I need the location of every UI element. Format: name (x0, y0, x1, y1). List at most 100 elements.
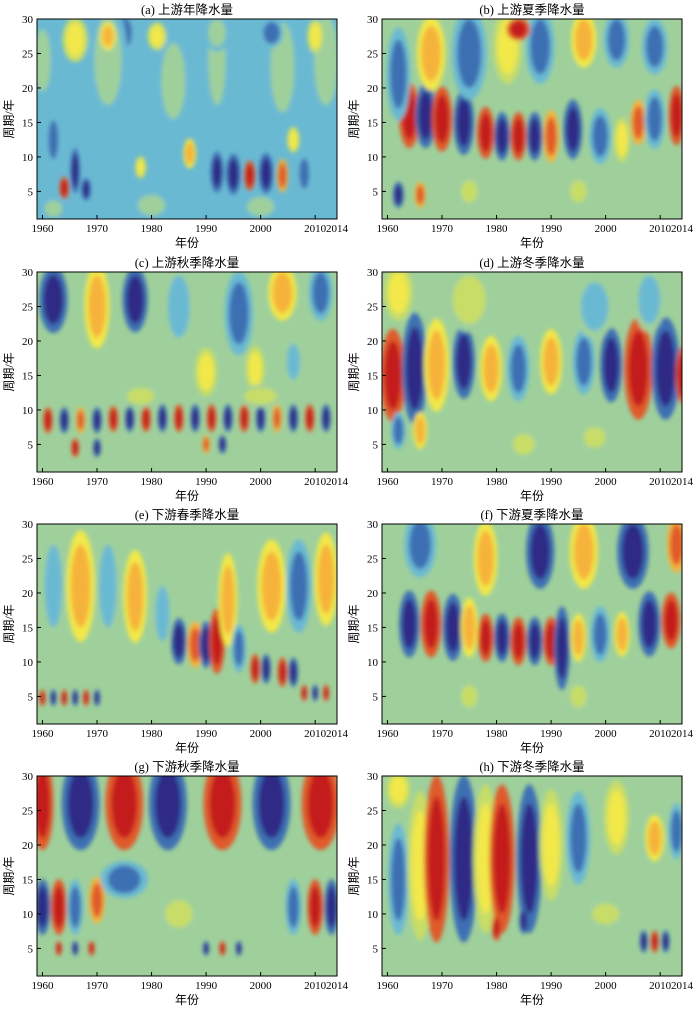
contour-core (91, 882, 103, 918)
y-tick-label: 5 (28, 186, 34, 198)
y-tick-label: 30 (367, 771, 379, 783)
x-tick-label: 1970 (431, 476, 454, 488)
contour-core (641, 933, 647, 950)
contour-core (229, 282, 249, 345)
y-axis-label: 周期/年 (347, 352, 361, 391)
contour-core (88, 275, 106, 338)
x-axis-label: 年份 (175, 741, 199, 755)
contour-core (127, 561, 144, 631)
contour-core (83, 691, 89, 704)
contour-core (496, 619, 508, 656)
contour-core (632, 105, 644, 139)
contour-core (647, 96, 662, 142)
contour-core (236, 942, 241, 954)
y-axis-label: 周期/年 (2, 604, 16, 643)
contour-core (245, 164, 254, 187)
contour-core (607, 19, 626, 61)
contour-core (570, 180, 587, 203)
y-axis-label: 周期/年 (347, 99, 361, 138)
contour-core (286, 343, 300, 380)
contour-core (189, 627, 201, 662)
x-tick-label: 1980 (486, 476, 509, 488)
contour-core (445, 602, 460, 653)
y-tick-label: 5 (373, 943, 379, 955)
contour-core (261, 158, 271, 189)
contour-core (94, 440, 100, 455)
contour-core (211, 617, 223, 666)
x-tick-label: 2014 (326, 476, 349, 488)
contour-core (136, 159, 145, 176)
y-tick-label: 15 (367, 874, 379, 886)
x-tick-label: 1990 (195, 980, 218, 992)
contour-core (454, 796, 474, 921)
contour-core (246, 196, 275, 217)
contour-core (209, 776, 236, 839)
x-tick-label: 1990 (540, 476, 563, 488)
contour-core (648, 820, 662, 856)
contour-core (529, 118, 541, 155)
contour-core (137, 194, 166, 216)
y-tick-label: 25 (367, 48, 379, 60)
contour-core (257, 407, 264, 429)
y-tick-label: 30 (367, 14, 379, 26)
x-axis-label: 年份 (175, 236, 199, 250)
contour-core (566, 107, 580, 152)
contour-core (161, 43, 186, 120)
panel-4: 1960 1970 1980 1990 2000 2010 2014 5 10 15 20 25 30 (… (2, 508, 349, 755)
contour-core (477, 530, 494, 587)
x-tick-label: 2000 (250, 476, 273, 488)
y-tick-label: 5 (28, 691, 34, 703)
contour-core (191, 407, 199, 429)
y-tick-label: 30 (22, 519, 34, 531)
contour-core (261, 551, 282, 621)
contour-core (203, 942, 209, 954)
x-axis-label: 年份 (175, 993, 199, 1007)
contour-core (510, 21, 527, 38)
contour-core (290, 407, 297, 429)
contour-core (393, 416, 404, 445)
contour-core (510, 344, 526, 393)
x-tick-label: 1980 (486, 980, 509, 992)
contour-core (671, 93, 682, 138)
y-tick-label: 5 (28, 439, 34, 451)
contour-core (476, 803, 495, 914)
contour-core (175, 407, 183, 429)
y-tick-label: 10 (367, 405, 379, 417)
contour-core (512, 118, 524, 155)
contour-core (61, 179, 68, 197)
contour-core (326, 886, 337, 928)
y-tick-label: 20 (367, 588, 379, 600)
x-tick-label: 1970 (86, 223, 109, 235)
contour-core (592, 903, 620, 925)
x-tick-label: 1960 (376, 223, 399, 235)
contour-core (384, 340, 402, 410)
y-tick-label: 15 (22, 370, 34, 382)
y-tick-label: 10 (22, 909, 34, 921)
x-tick-label: 1970 (431, 728, 454, 740)
chart-title: (h) 下游冬季降水量 (479, 759, 584, 774)
contour-core (126, 275, 144, 324)
y-axis-label: 周期/年 (347, 604, 361, 643)
x-tick-label: 1990 (195, 728, 218, 740)
chart-title: (c) 上游秋季降水量 (135, 256, 240, 270)
contour-core (72, 440, 78, 455)
contour-field (382, 776, 682, 976)
contour-core (212, 156, 222, 188)
contour-core (313, 686, 318, 700)
contour-core (479, 113, 492, 153)
contour-core (421, 25, 441, 82)
x-tick-label: 2000 (595, 980, 618, 992)
y-tick-label: 15 (22, 622, 34, 634)
x-tick-label: 1960 (376, 980, 399, 992)
plot-frame (36, 271, 338, 473)
contour-core (572, 619, 584, 656)
contour-core (279, 661, 286, 684)
contour-core (302, 686, 307, 700)
contour-field (37, 272, 337, 472)
x-tick-label: 2010 (304, 728, 327, 740)
contour-core (483, 344, 499, 393)
contour-core (418, 91, 433, 140)
y-axis-label: 周期/年 (2, 856, 16, 895)
contour-core (185, 142, 195, 165)
chart-title: (e) 下游春季降水量 (135, 508, 240, 522)
